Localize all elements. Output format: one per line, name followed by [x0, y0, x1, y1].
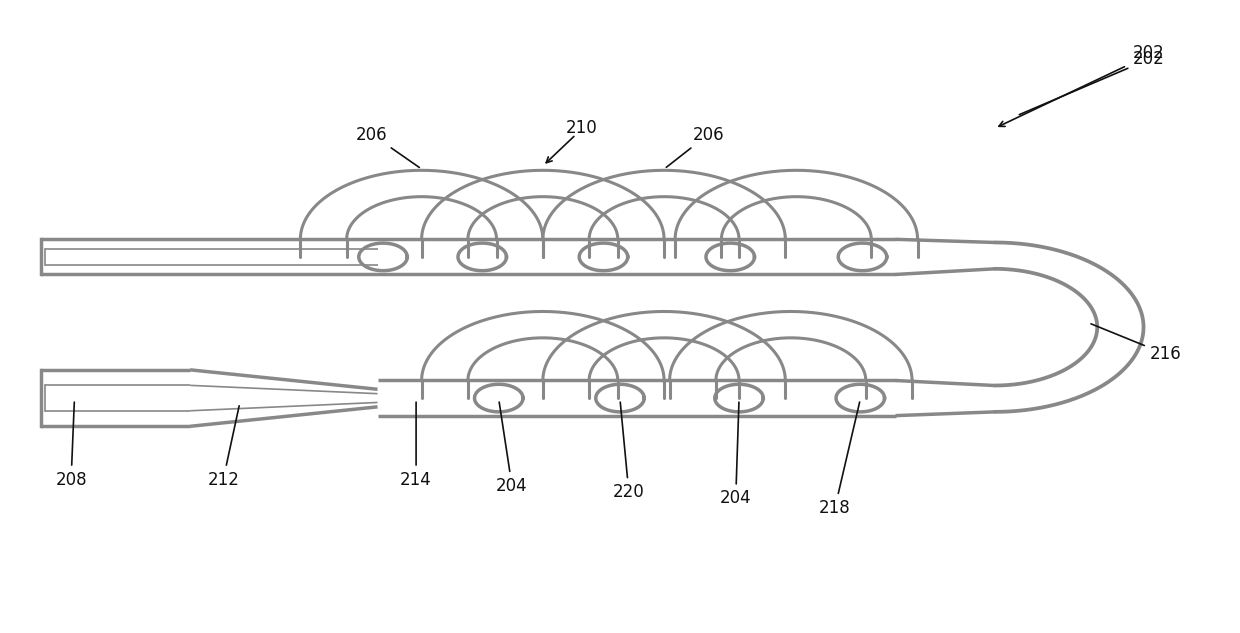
Text: 204: 204: [720, 402, 751, 508]
Text: 214: 214: [401, 402, 432, 489]
Text: 204: 204: [496, 402, 528, 495]
Text: 208: 208: [56, 402, 87, 489]
Text: 216: 216: [1091, 324, 1182, 363]
Text: 220: 220: [613, 402, 645, 501]
Text: 218: 218: [820, 402, 859, 517]
Text: 202: 202: [1019, 50, 1164, 115]
Text: 210: 210: [565, 119, 598, 137]
Text: 206: 206: [356, 125, 419, 168]
Text: 212: 212: [207, 406, 239, 489]
Text: 206: 206: [666, 125, 724, 167]
Text: 202: 202: [1133, 44, 1164, 62]
